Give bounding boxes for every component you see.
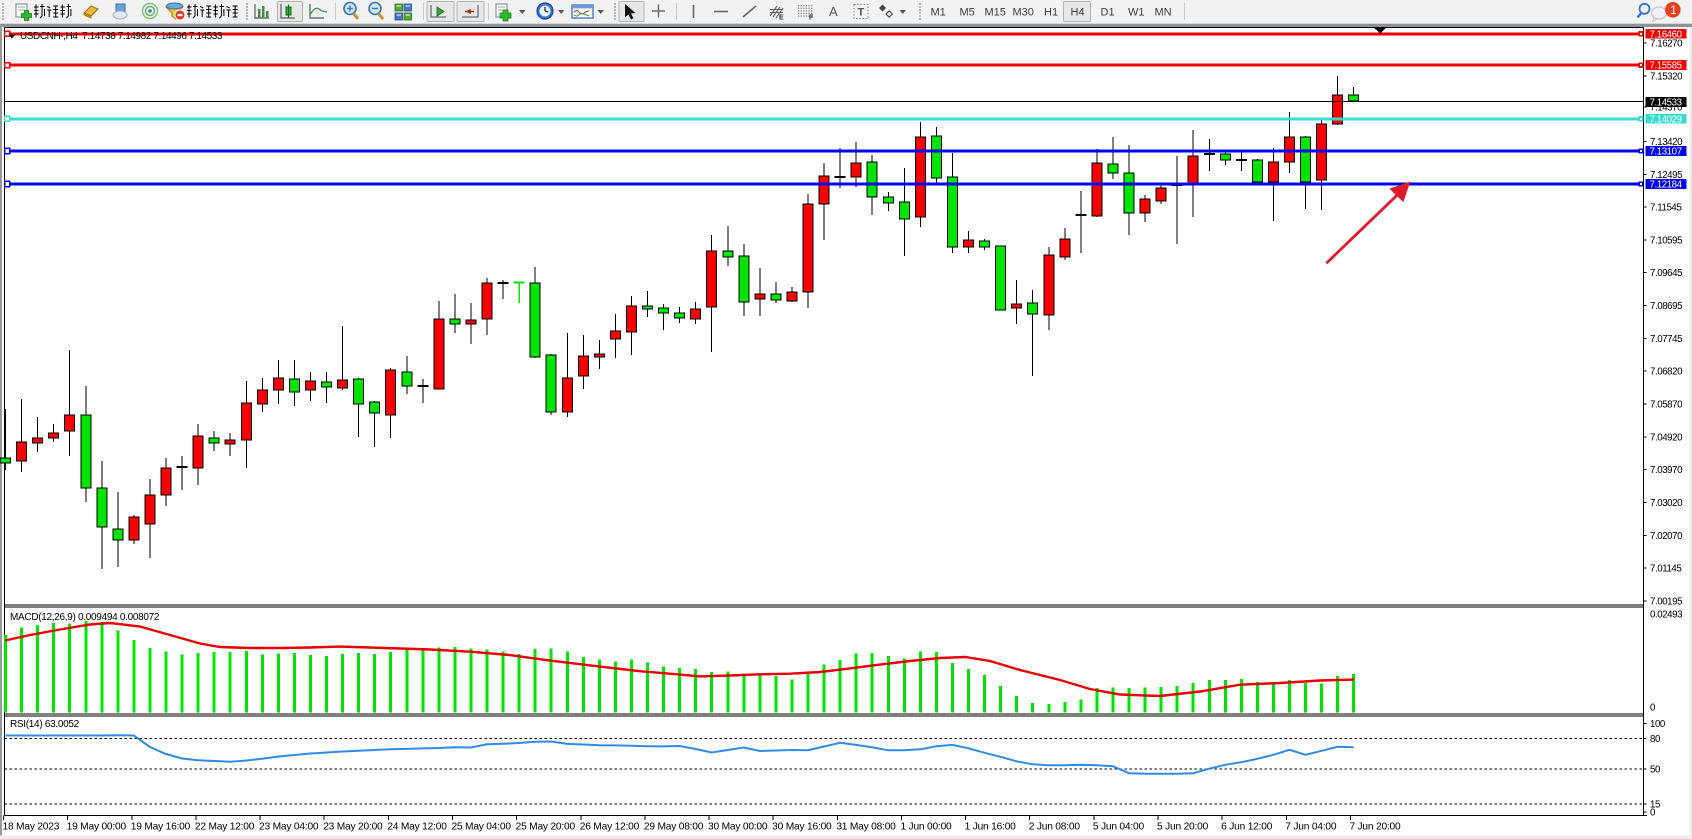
svg-text:MACD(12,26,9) 0.009494 0.00807: MACD(12,26,9) 0.009494 0.008072 <box>10 612 160 623</box>
svg-text:MN: MN <box>1155 7 1172 19</box>
svg-text:5 Jun 20:00: 5 Jun 20:00 <box>1157 822 1209 833</box>
svg-text:1 Jun 00:00: 1 Jun 00:00 <box>900 822 952 833</box>
svg-text:23 May 20:00: 23 May 20:00 <box>323 822 383 833</box>
svg-text:7.14370: 7.14370 <box>1650 103 1683 114</box>
svg-text:7.03020: 7.03020 <box>1650 498 1683 509</box>
svg-text:A: A <box>829 4 838 19</box>
svg-text:0.02493: 0.02493 <box>1650 610 1682 621</box>
svg-text:7.13107: 7.13107 <box>1650 147 1682 158</box>
svg-text:0: 0 <box>1650 807 1656 818</box>
svg-text:7.00195: 7.00195 <box>1650 596 1682 607</box>
svg-text:7.01145: 7.01145 <box>1650 564 1681 575</box>
svg-text:RSI(14) 63.0052: RSI(14) 63.0052 <box>10 719 80 730</box>
svg-text:6 Jun 12:00: 6 Jun 12:00 <box>1221 822 1273 833</box>
svg-text:18 May 2023: 18 May 2023 <box>3 822 60 833</box>
svg-text:7.13420: 7.13420 <box>1650 137 1683 148</box>
svg-text:7.16270: 7.16270 <box>1650 39 1683 50</box>
svg-text:25 May 20:00: 25 May 20:00 <box>516 822 576 833</box>
svg-text:M30: M30 <box>1013 7 1034 19</box>
svg-text:7.15320: 7.15320 <box>1650 71 1683 82</box>
svg-text:26 May 12:00: 26 May 12:00 <box>580 822 640 833</box>
svg-text:7.03970: 7.03970 <box>1650 465 1683 476</box>
svg-text:7.05870: 7.05870 <box>1650 400 1683 411</box>
svg-text:7.12495: 7.12495 <box>1650 170 1682 181</box>
svg-text:T: T <box>858 7 865 19</box>
svg-text:7 Jun 04:00: 7 Jun 04:00 <box>1285 822 1337 833</box>
svg-text:7.15585: 7.15585 <box>1650 61 1682 72</box>
svg-text:7.14533: 7.14533 <box>1650 98 1682 109</box>
svg-text:19 May 00:00: 19 May 00:00 <box>67 822 127 833</box>
svg-text:7.07745: 7.07745 <box>1650 334 1682 345</box>
svg-text:30 May 00:00: 30 May 00:00 <box>708 822 768 833</box>
svg-text:30 May 16:00: 30 May 16:00 <box>772 822 832 833</box>
svg-text:7.09645: 7.09645 <box>1650 268 1682 279</box>
svg-text:7.02070: 7.02070 <box>1650 531 1683 542</box>
svg-text:7.10595: 7.10595 <box>1650 235 1682 246</box>
svg-text:M15: M15 <box>985 7 1006 19</box>
svg-text:H1: H1 <box>1044 7 1058 19</box>
svg-text:W1: W1 <box>1128 7 1145 19</box>
svg-text:D1: D1 <box>1101 7 1115 19</box>
svg-text:2 Jun 08:00: 2 Jun 08:00 <box>1029 822 1081 833</box>
svg-text:5 Jun 04:00: 5 Jun 04:00 <box>1093 822 1145 833</box>
svg-text:23 May 04:00: 23 May 04:00 <box>259 822 319 833</box>
svg-text:1: 1 <box>1670 5 1676 17</box>
svg-text:7.12184: 7.12184 <box>1650 180 1683 191</box>
svg-text:50: 50 <box>1650 764 1661 775</box>
svg-text:19 May 16:00: 19 May 16:00 <box>131 822 191 833</box>
svg-text:F: F <box>809 15 814 22</box>
svg-text:M5: M5 <box>960 7 975 19</box>
svg-text:7.08695: 7.08695 <box>1650 301 1682 312</box>
svg-text:24 May 12:00: 24 May 12:00 <box>387 822 447 833</box>
svg-text:7.06820: 7.06820 <box>1650 367 1683 378</box>
svg-text:E: E <box>779 15 784 22</box>
svg-text:100: 100 <box>1650 719 1666 730</box>
svg-text:M1: M1 <box>931 7 946 19</box>
svg-text:22 May 12:00: 22 May 12:00 <box>195 822 255 833</box>
svg-text:31 May 08:00: 31 May 08:00 <box>836 822 896 833</box>
svg-text:7.04920: 7.04920 <box>1650 432 1683 443</box>
svg-text:80: 80 <box>1650 734 1661 745</box>
svg-text:25 May 04:00: 25 May 04:00 <box>451 822 511 833</box>
svg-text:29 May 08:00: 29 May 08:00 <box>644 822 704 833</box>
svg-text:7.16460: 7.16460 <box>1650 29 1683 40</box>
svg-text:7.14029: 7.14029 <box>1650 114 1682 125</box>
svg-text:USDCNH-,H4 7.14738 7.14982 7.: USDCNH-,H4 7.14738 7.14982 7.14496 7.145… <box>20 31 223 42</box>
svg-text:H4: H4 <box>1071 7 1085 19</box>
svg-text:7 Jun 20:00: 7 Jun 20:00 <box>1349 822 1401 833</box>
svg-text:15: 15 <box>1650 800 1660 811</box>
svg-text:1 Jun 16:00: 1 Jun 16:00 <box>965 822 1017 833</box>
svg-text:7.11545: 7.11545 <box>1650 203 1681 214</box>
svg-text:0: 0 <box>1650 702 1656 713</box>
